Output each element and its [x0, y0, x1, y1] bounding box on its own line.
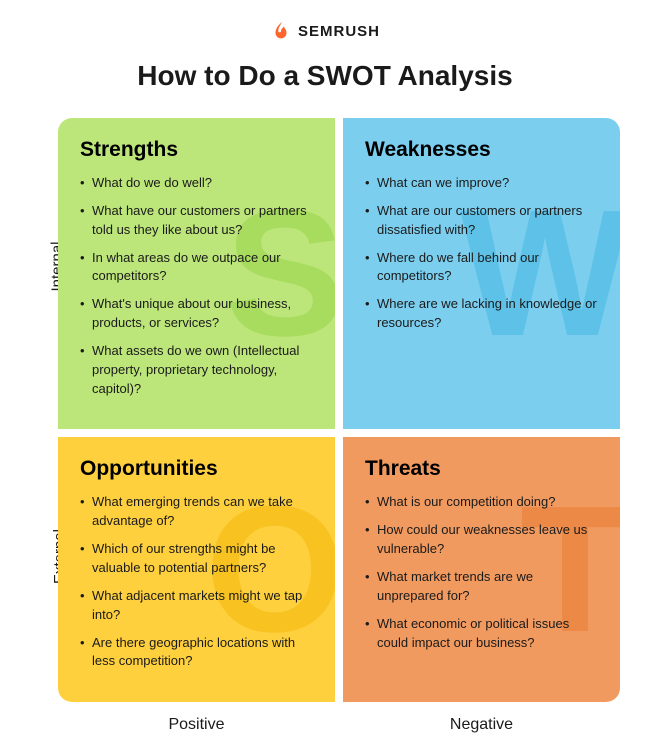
threats-list: What is our competition doing? How could … — [365, 493, 600, 652]
swot-grid: S Strengths What do we do well?What have… — [58, 118, 620, 702]
list-item: What economic or political issues could … — [365, 615, 600, 653]
quadrant-threats: T Threats What is our competition doing?… — [343, 437, 620, 702]
quadrant-title-threats: Threats — [365, 457, 600, 481]
list-item: Which of our strengths might be valuable… — [80, 540, 315, 578]
page-title: How to Do a SWOT Analysis — [30, 60, 620, 92]
list-item: What do we do well? — [80, 174, 315, 193]
strengths-list: What do we do well? What have our custome… — [80, 174, 315, 398]
list-item: How could our weaknesses leave us vulner… — [365, 521, 600, 559]
list-item: What have our customers or partners told… — [80, 202, 315, 240]
quadrant-weaknesses: W Weaknesses What can we improve?What ar… — [343, 118, 620, 429]
list-item: Are there geographic locations with less… — [80, 634, 315, 672]
opportunities-list: What emerging trends can we take advanta… — [80, 493, 315, 671]
quadrant-strengths: S Strengths What do we do well?What have… — [58, 118, 335, 429]
brand-logo: SEMRUSH — [30, 20, 620, 42]
swot-grid-wrap: Internal External S Strengths What do we… — [58, 118, 620, 702]
quadrant-title-opportunities: Opportunities — [80, 457, 315, 481]
flame-icon — [270, 20, 292, 42]
list-item: What emerging trends can we take advanta… — [80, 493, 315, 531]
list-item: What can we improve? — [365, 174, 600, 193]
list-item: Where are we lacking in knowledge or res… — [365, 295, 600, 333]
brand-name: SEMRUSH — [298, 23, 380, 40]
column-labels: Positive Negative — [58, 716, 620, 734]
col-label-positive: Positive — [58, 716, 335, 734]
list-item: What are our customers or partners dissa… — [365, 202, 600, 240]
list-item: What market trends are we unprepared for… — [365, 568, 600, 606]
col-label-negative: Negative — [343, 716, 620, 734]
weaknesses-list: What can we improve? What are our custome… — [365, 174, 600, 333]
quadrant-title-weaknesses: Weaknesses — [365, 138, 600, 162]
list-item: What assets do we own (Intellectual prop… — [80, 342, 315, 399]
quadrant-title-strengths: Strengths — [80, 138, 315, 162]
list-item: In what areas do we outpace our competit… — [80, 249, 315, 287]
quadrant-opportunities: O Opportunities What emerging trends can… — [58, 437, 335, 702]
list-item: What is our competition doing? — [365, 493, 600, 512]
list-item: What's unique about our business, produc… — [80, 295, 315, 333]
list-item: What adjacent markets might we tap into? — [80, 587, 315, 625]
list-item: Where do we fall behind our competitors? — [365, 249, 600, 287]
